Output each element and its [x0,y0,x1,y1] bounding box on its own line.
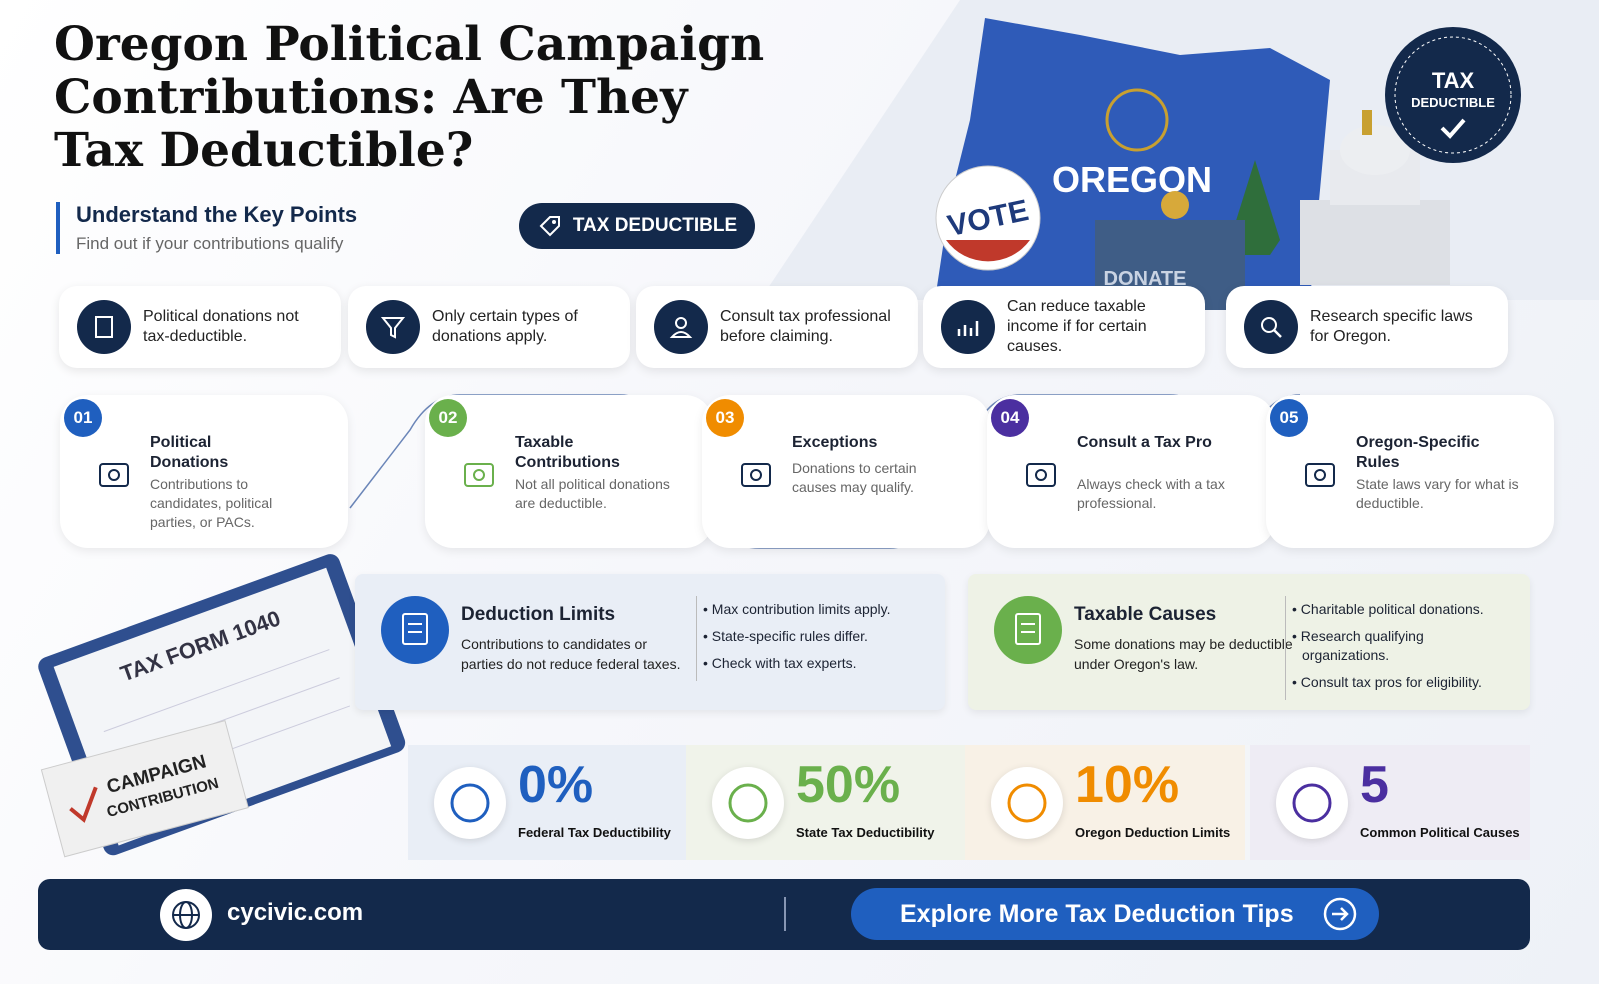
tagline: Find out if your contributions qualify [76,234,344,253]
step-number: 05 [1270,399,1308,437]
info-card: Deduction Limits Contributions to candida… [355,574,945,710]
key-point-text: Political donations not tax-deductible. [143,308,299,345]
title: Oregon Political Campaign Contributions: … [54,18,764,177]
bullet: Research qualifying organizations. [1301,627,1505,665]
step-title: Taxable Contributions [515,434,620,471]
key-point-text: Research specific laws for Oregon. [1310,308,1473,345]
step-text: Contributions to candidates, political p… [150,476,273,530]
key-point-icon [77,300,131,354]
info-card-bullets: Max contribution limits apply. State-spec… [696,596,926,681]
bullet: State-specific rules differ. [712,627,926,646]
donate-label: DONATE [1104,268,1187,290]
site[interactable]: cycivic.com [227,899,364,926]
seal-deductible: DEDUCTIBLE [1411,95,1495,110]
info-card: Taxable Causes Some donations may be dedu… [968,574,1530,710]
oregon-label: OREGON [1052,159,1212,200]
stat-icon [434,767,506,839]
key-point: Political donations not tax-deductible. [59,286,341,368]
key-point-text: Only certain types of donations apply. [432,308,578,345]
step-card: 02 Taxable Contributions Not all political… [425,395,713,548]
title-line: Oregon Political Campaign [54,17,765,72]
stat: 0% Federal Tax Deductibility [408,745,688,860]
cta-text[interactable]: Explore More Tax Deduction Tips [900,899,1294,928]
info-card-title: Taxable Causes [1074,604,1217,625]
seal-tax: TAX [1432,68,1475,93]
badge: TAX DEDUCTIBLE [519,203,755,249]
cta-button[interactable]: Explore More Tax Deduction Tips [851,888,1379,940]
key-point-text: Can reduce taxable income if for certain… [1007,298,1147,355]
stat-value: 10% [1075,756,1180,814]
step-number: 02 [429,399,467,437]
divider [784,897,786,931]
tag-icon [539,216,560,237]
step-card: 01 Political Donations Contributions to ca… [60,395,348,548]
step-icon [457,450,501,499]
badge-text: TAX DEDUCTIBLE [572,215,738,236]
step-icon [734,450,778,499]
info-card-bullets: Charitable political donations. Research … [1285,596,1505,700]
stat-icon [991,767,1063,839]
bullet: Consult tax pros for eligibility. [1301,673,1505,692]
stat: 10% Oregon Deduction Limits [965,745,1245,860]
stat-label: Federal Tax Deductibility [518,825,671,840]
key-point: Can reduce taxable income if for certain… [923,286,1205,368]
bullet: Check with tax experts. [712,654,926,673]
key-point-text: Consult tax professional before claiming… [720,308,891,345]
key-point-icon [1244,300,1298,354]
footer: cycivic.com Explore More Tax Deduction T… [38,879,1530,950]
info-card-text: Some donations may be deductible under O… [1074,636,1293,672]
step-card: 04 Consult a Tax Pro Always check with a t… [987,395,1275,548]
step-title: Political Donations [150,434,229,471]
key-point: Only certain types of donations apply. [348,286,630,368]
step-number: 03 [706,399,744,437]
step-icon [1019,450,1063,499]
step-title: Consult a Tax Pro [1077,434,1212,451]
title-line: Tax Deductible? [54,123,474,178]
step-icon [1298,450,1342,499]
title-line: Contributions: Are They [54,70,688,125]
stat-icon [1276,767,1348,839]
stat-label: State Tax Deductibility [796,825,935,840]
step-number: 01 [64,399,102,437]
step-card: 05 Oregon-Specific Rules State laws vary f… [1266,395,1554,548]
key-point-icon [654,300,708,354]
stat: 50% State Tax Deductibility [686,745,966,860]
info-card-text: Contributions to candidates or parties d… [461,636,681,672]
subheading: Understand the Key Points Find out if yo… [56,202,357,254]
key-point: Research specific laws for Oregon. [1226,286,1508,368]
step-text: Always check with a tax professional. [1077,476,1225,511]
key-point-icon [366,300,420,354]
key-point: Consult tax professional before claiming… [636,286,918,368]
step-text: Donations to certain causes may qualify. [792,460,917,495]
step-text: Not all political donations are deductib… [515,476,670,511]
step-icon [92,450,136,499]
bullet: Charitable political donations. [1301,600,1505,619]
step-number: 04 [991,399,1029,437]
stat-icon [712,767,784,839]
step-card: 03 Exceptions Donations to certain causes … [702,395,990,548]
stat-value: 50% [796,756,901,814]
stat-value: 5 [1360,756,1389,814]
stat: 5 Common Political Causes [1250,745,1530,860]
step-text: State laws vary for what is deductible. [1356,476,1519,511]
key-point-icon [941,300,995,354]
step-title: Oregon-Specific Rules [1356,434,1480,471]
bullet: Max contribution limits apply. [712,600,926,619]
globe-icon [160,889,212,941]
info-card-icon [381,596,449,664]
step-title: Exceptions [792,434,878,451]
info-card-title: Deduction Limits [461,604,616,625]
stat-label: Common Political Causes [1360,825,1520,840]
info-card-icon [994,596,1062,664]
subtitle: Understand the Key Points [76,202,358,227]
stat-label: Oregon Deduction Limits [1075,825,1231,840]
stat-value: 0% [518,756,594,814]
